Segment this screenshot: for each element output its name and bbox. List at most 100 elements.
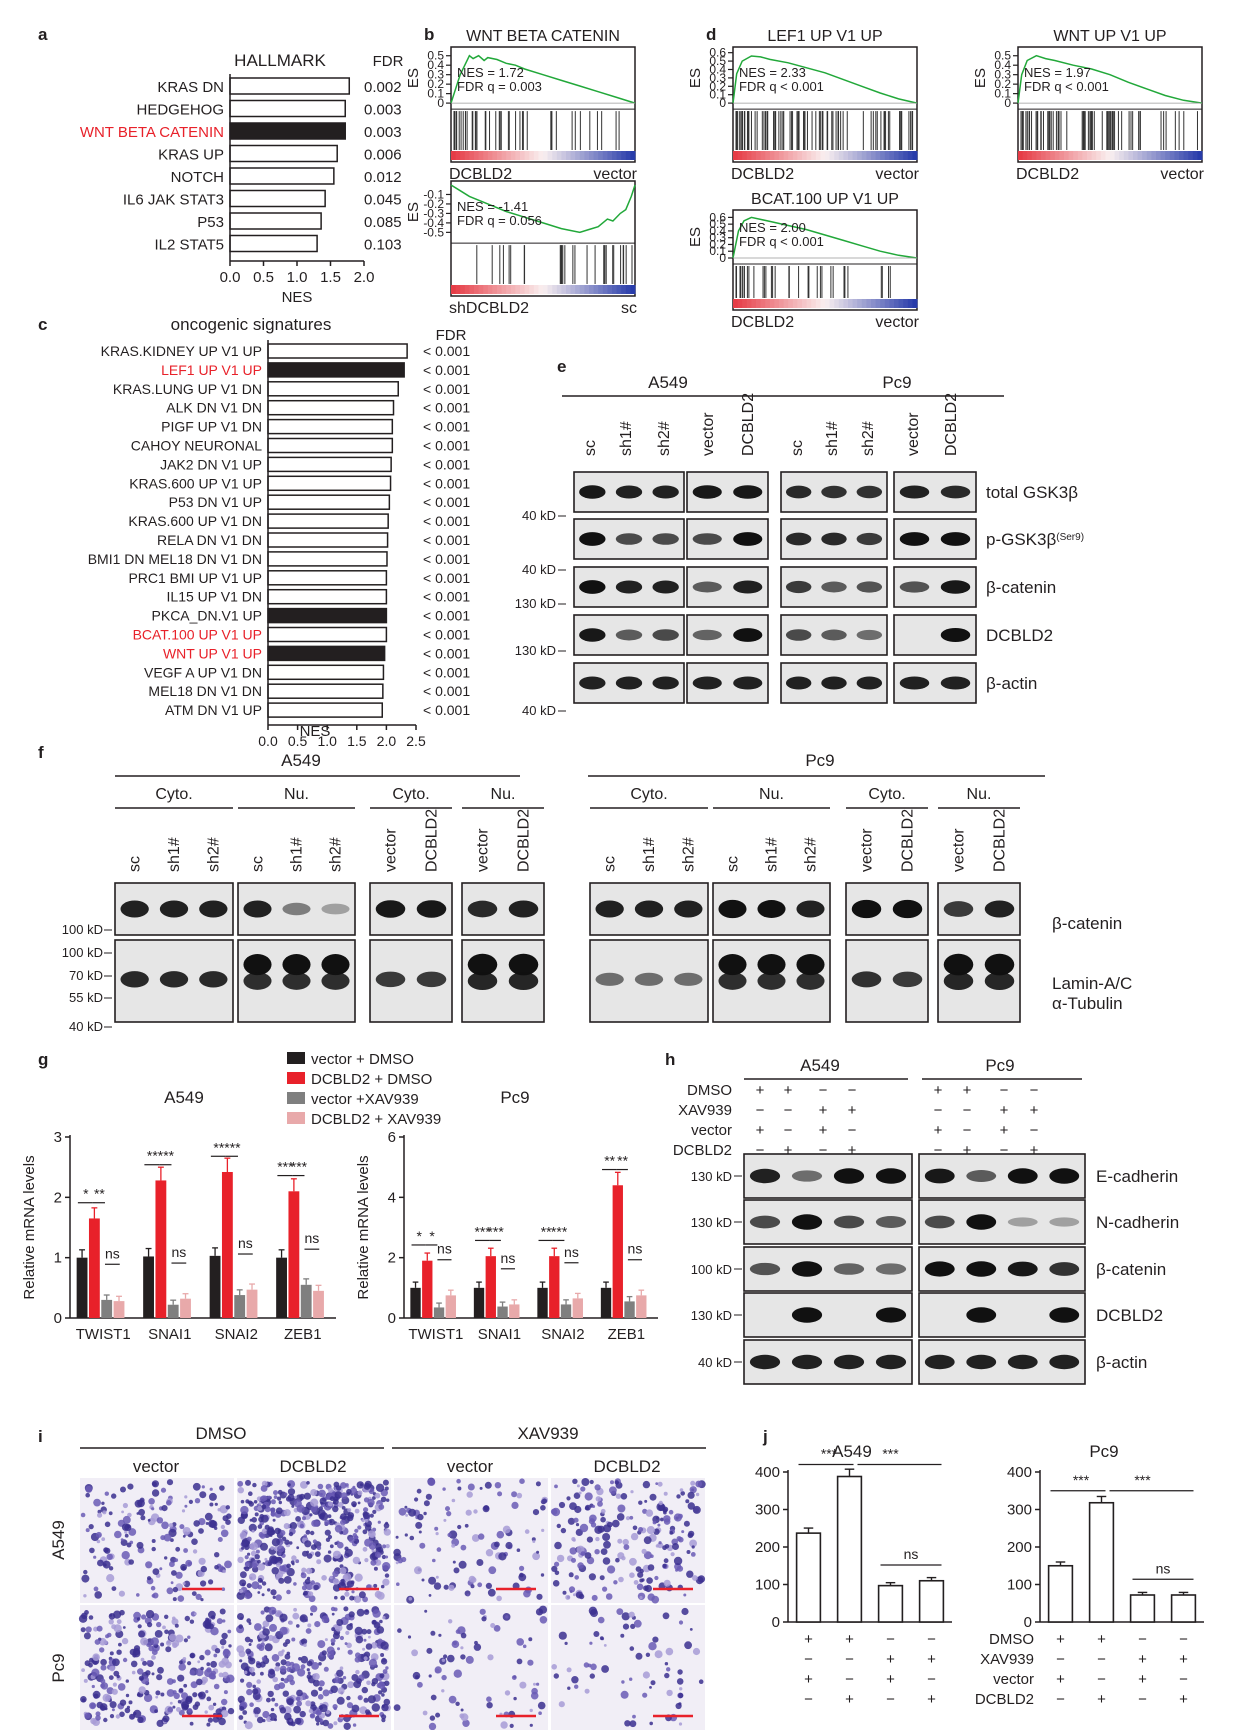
stained-cell — [647, 1564, 655, 1571]
sig-star: ** — [147, 1148, 158, 1164]
condition-sign: − — [1179, 1671, 1188, 1688]
bar-0 — [276, 1257, 287, 1318]
stained-cell — [415, 1521, 423, 1529]
stained-cell — [352, 1556, 361, 1565]
protein-band — [692, 629, 722, 641]
gradient-segment — [593, 151, 599, 160]
stained-cell — [487, 1654, 494, 1661]
stained-cell — [434, 1526, 439, 1531]
stained-cell — [364, 1538, 373, 1547]
stained-cell — [276, 1562, 281, 1568]
stained-cell — [275, 1662, 281, 1667]
stained-cell — [190, 1681, 198, 1689]
stained-cell — [270, 1707, 275, 1712]
stained-cell — [109, 1651, 114, 1656]
stained-cell — [322, 1689, 330, 1697]
stained-cell — [270, 1589, 277, 1596]
stained-cell — [457, 1524, 462, 1530]
stained-cell — [486, 1696, 492, 1702]
stained-cell — [249, 1542, 258, 1551]
condition-sign: − — [1000, 1082, 1009, 1099]
protein-band — [243, 972, 272, 990]
stained-cell — [348, 1536, 355, 1543]
stained-cell — [584, 1688, 590, 1694]
stained-cell — [97, 1512, 103, 1518]
stained-cell — [311, 1519, 319, 1527]
stained-cell — [106, 1574, 115, 1583]
stained-cell — [126, 1705, 130, 1709]
stained-cell — [354, 1508, 360, 1514]
protein-band — [615, 629, 643, 641]
condition-label: vector — [691, 1122, 732, 1139]
gradient-segment — [894, 151, 900, 160]
stained-cell — [592, 1505, 596, 1508]
stained-cell — [456, 1478, 461, 1484]
stained-cell — [239, 1579, 247, 1587]
stained-cell — [378, 1681, 386, 1689]
bar — [229, 77, 351, 95]
stained-cell — [435, 1575, 439, 1579]
stained-cell — [531, 1687, 538, 1695]
condition-sign: − — [1030, 1122, 1039, 1139]
stained-cell — [150, 1637, 159, 1646]
stained-cell — [663, 1579, 671, 1587]
stained-cell — [184, 1615, 190, 1622]
stained-cell — [241, 1539, 250, 1548]
stained-cell — [372, 1509, 377, 1514]
stained-cell — [344, 1548, 353, 1557]
stained-cell — [479, 1486, 483, 1490]
stained-cell — [343, 1722, 351, 1730]
column-label: vector — [133, 1457, 180, 1476]
stained-cell — [286, 1563, 291, 1569]
stained-cell — [248, 1622, 252, 1625]
stained-cell — [430, 1694, 437, 1701]
stained-cell — [147, 1622, 153, 1628]
y-tick-label: 100 — [1007, 1577, 1032, 1594]
stained-cell — [168, 1523, 174, 1528]
stained-cell — [333, 1721, 338, 1726]
stained-cell — [169, 1561, 175, 1568]
stained-cell — [337, 1647, 340, 1651]
fdr-value: < 0.001 — [423, 683, 470, 699]
stained-cell — [308, 1708, 314, 1714]
stained-cell — [532, 1540, 536, 1543]
stained-cell — [124, 1530, 128, 1534]
stained-cell — [573, 1517, 579, 1523]
protein-band — [892, 899, 923, 919]
stained-cell — [104, 1547, 111, 1554]
gradient-segment — [875, 299, 881, 308]
stained-cell — [385, 1555, 389, 1559]
stained-cell — [162, 1715, 170, 1723]
protein-band — [833, 1215, 865, 1229]
protein-band — [821, 581, 847, 593]
gsea-nes: NES = 1.72 — [457, 65, 524, 80]
protein-band — [875, 1216, 907, 1228]
gradient-segment — [1054, 151, 1060, 160]
gradient-segment — [524, 151, 530, 160]
stained-cell — [161, 1521, 169, 1530]
stained-cell — [198, 1557, 206, 1565]
stained-cell — [246, 1681, 253, 1688]
stained-cell — [643, 1536, 652, 1545]
condition-sign: + — [1000, 1102, 1009, 1119]
stained-cell — [206, 1662, 211, 1667]
stained-cell — [654, 1575, 659, 1581]
protein-band — [1007, 1354, 1038, 1370]
stained-cell — [362, 1647, 366, 1651]
stained-cell — [334, 1676, 341, 1684]
stained-cell — [262, 1620, 270, 1628]
stained-cell — [303, 1643, 307, 1647]
protein-band — [791, 1261, 823, 1277]
stained-cell — [182, 1527, 191, 1535]
condition-sign: + — [927, 1691, 936, 1708]
gradient-segment — [1105, 151, 1111, 160]
protein-band — [321, 972, 350, 990]
stained-cell — [397, 1628, 402, 1633]
stained-cell — [178, 1663, 186, 1671]
gradient-segment — [616, 285, 622, 294]
stained-cell — [380, 1496, 387, 1503]
bar — [229, 234, 318, 253]
stained-cell — [615, 1493, 622, 1499]
y-tick-label: 0.1 — [994, 87, 1011, 101]
